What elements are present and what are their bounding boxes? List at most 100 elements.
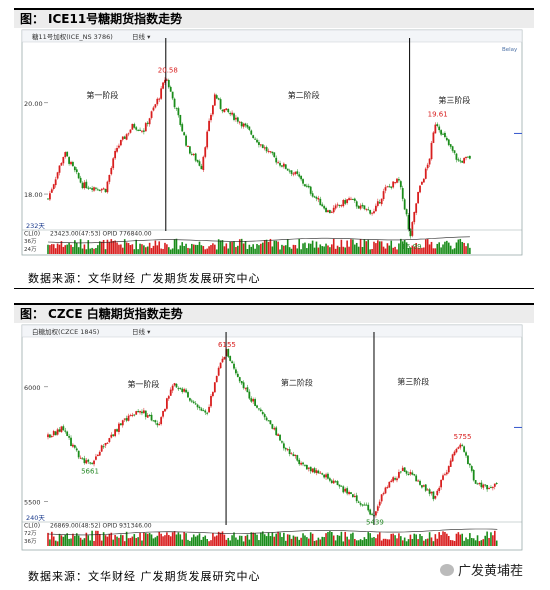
- chart2-candle-body: [62, 426, 65, 431]
- chart1-candle-body: [171, 91, 174, 99]
- chart1-volume-bar: [238, 239, 241, 254]
- chart1-candle-body: [70, 161, 72, 165]
- chart2-candle-body: [430, 491, 433, 494]
- chart2-candle-body: [131, 414, 134, 416]
- chart2-candle-body: [411, 472, 414, 475]
- chart1-candle-body: [118, 145, 120, 148]
- chart2-candle-body: [167, 396, 170, 399]
- chart2-candle-body: [371, 513, 373, 515]
- chart2-volume-bar: [298, 539, 301, 546]
- chart2-volume-bar: [286, 534, 289, 546]
- chart2-volume-bar: [327, 531, 329, 546]
- chart2-candle-body: [152, 420, 155, 422]
- chart2-volume-bar: [100, 540, 103, 546]
- chart2-candle-body: [474, 480, 477, 484]
- chart2-volume-bar: [398, 533, 400, 546]
- chart2-volume-bar: [51, 531, 53, 546]
- chart1-candle-body: [307, 185, 310, 188]
- chart1-candle-body: [371, 212, 373, 214]
- chart1-volume-bar: [58, 244, 61, 254]
- chart2-candle-body: [311, 468, 314, 473]
- chart2-candle-body: [75, 448, 78, 451]
- chart2-toolbar-title: 白糖加权(CZCE 1845): [32, 327, 99, 336]
- chart1-volume-bar: [106, 239, 109, 254]
- chart2-volume-bar: [256, 534, 258, 546]
- chart2-candle-body: [415, 475, 418, 482]
- chart2-volume-bar: [423, 540, 425, 546]
- chart1-candle-body: [54, 179, 57, 186]
- chart1-candle-body: [212, 105, 214, 115]
- chart1-candle-body: [302, 179, 304, 184]
- chart2-volume-bar: [428, 532, 431, 546]
- chart2-volume-bar: [194, 536, 197, 546]
- chart2-volume-bar: [490, 532, 492, 546]
- chart1-candle-body: [187, 146, 189, 148]
- chart2-volume-bar: [162, 536, 164, 546]
- chart1-volume-bar: [75, 242, 78, 254]
- chart1-candle-body: [58, 165, 61, 173]
- chart1-volume-bar: [121, 247, 124, 254]
- chart1-volume-bar: [261, 242, 264, 254]
- chart1-candle-body: [181, 124, 184, 132]
- chart2-volume-bar: [127, 538, 130, 546]
- chart2-candle-body: [457, 447, 460, 449]
- chart1-volume-bar: [329, 247, 331, 254]
- chart1-candle-body: [375, 205, 377, 212]
- chart2-volume-bar: [221, 531, 224, 546]
- chart1-candle-body: [325, 207, 327, 213]
- chart2-candle-body: [217, 367, 220, 376]
- chart2-candle-body: [93, 460, 95, 465]
- chart1-candle-body: [91, 188, 94, 190]
- chart2-volume-bar: [470, 538, 473, 546]
- chart1-candle-body: [194, 153, 197, 161]
- chart2-volume-bar: [212, 533, 214, 546]
- chart2-volume-bar: [369, 533, 371, 546]
- chart2-candle-body: [271, 424, 274, 429]
- chart1-candle-body: [179, 114, 182, 125]
- chart2-volume-bar: [296, 536, 299, 546]
- chart2-volume-bar: [58, 533, 61, 546]
- chart2-candle-body: [421, 485, 423, 488]
- chart1-volume-bar: [396, 249, 398, 254]
- chart1-candle-body: [79, 177, 82, 183]
- chart1-candle-body: [290, 170, 293, 174]
- chart1-volume-bar: [217, 239, 220, 254]
- chart1-candle-body: [131, 123, 134, 130]
- chart1-volume-bar: [168, 247, 170, 254]
- chart2-volume-bar: [292, 535, 295, 546]
- chart2-candle-body: [275, 427, 278, 436]
- chart1-volume-bar: [315, 241, 318, 254]
- chart1-volume-bar: [386, 243, 389, 254]
- chart2-candle-body: [210, 395, 212, 407]
- chart1-volume-bar: [275, 240, 277, 254]
- chart2-volume-bar: [252, 532, 254, 546]
- figure1-header: 图： ICE11号糖期货指数走势: [14, 8, 534, 28]
- chart1-candle-body: [399, 181, 402, 188]
- chart2-volume-bar: [472, 538, 475, 546]
- chart2-candle-body: [353, 495, 356, 498]
- figure1-source: 数据来源：文华财经 广发期货发展研究中心: [28, 272, 261, 285]
- chart1-volume-bar: [294, 245, 297, 254]
- chart2-candle-body: [125, 418, 128, 421]
- chart2-volume-bar: [148, 533, 151, 546]
- chart2-volume-bar: [357, 540, 360, 546]
- chart1-volume-bar: [323, 246, 325, 254]
- chart1-volume-bar: [430, 241, 433, 254]
- chart2-candle-body: [419, 480, 421, 485]
- chart1-price-label-1: 20.58: [158, 66, 178, 74]
- watermark: 广发黄埔茬: [440, 560, 523, 579]
- chart2-volume-bar: [260, 532, 262, 546]
- chart2-candle-body: [223, 356, 226, 360]
- chart1-volume-bar: [158, 241, 161, 254]
- chart2-candle-body: [325, 474, 327, 478]
- chart1-volume-bar: [309, 243, 312, 254]
- chart2-volume-bar: [214, 536, 216, 546]
- chart2-volume-bar: [461, 533, 463, 546]
- chart1-volume-bar: [51, 244, 53, 254]
- chart1-volume-bar: [307, 243, 310, 254]
- chart2-candle-body: [127, 415, 130, 421]
- chart1-candle-body: [271, 151, 274, 154]
- chart1-candle-body: [104, 189, 107, 193]
- chart2-candle-body: [363, 504, 366, 506]
